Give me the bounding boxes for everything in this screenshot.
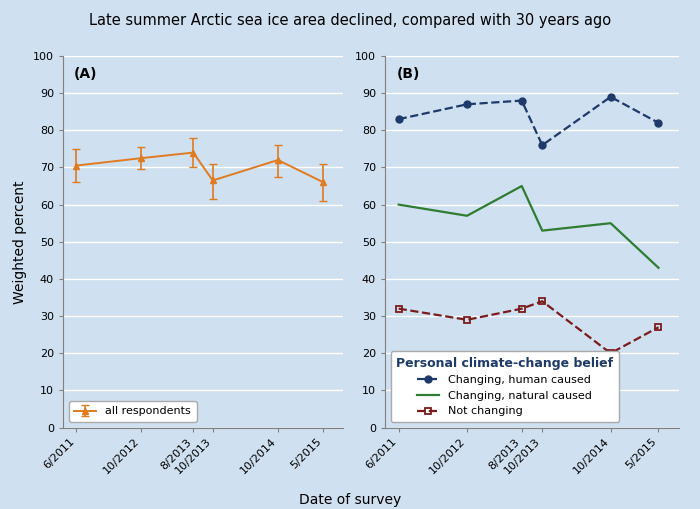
Text: Late summer Arctic sea ice area declined, compared with 30 years ago: Late summer Arctic sea ice area declined…	[89, 13, 611, 27]
Y-axis label: Weighted percent: Weighted percent	[13, 180, 27, 303]
Text: (A): (A)	[74, 67, 98, 81]
Legend: Changing, human caused, Changing, natural caused, Not changing: Changing, human caused, Changing, natura…	[391, 351, 619, 422]
Text: (B): (B)	[397, 67, 420, 81]
Legend: all respondents: all respondents	[69, 401, 197, 422]
Text: Date of survey: Date of survey	[299, 493, 401, 507]
